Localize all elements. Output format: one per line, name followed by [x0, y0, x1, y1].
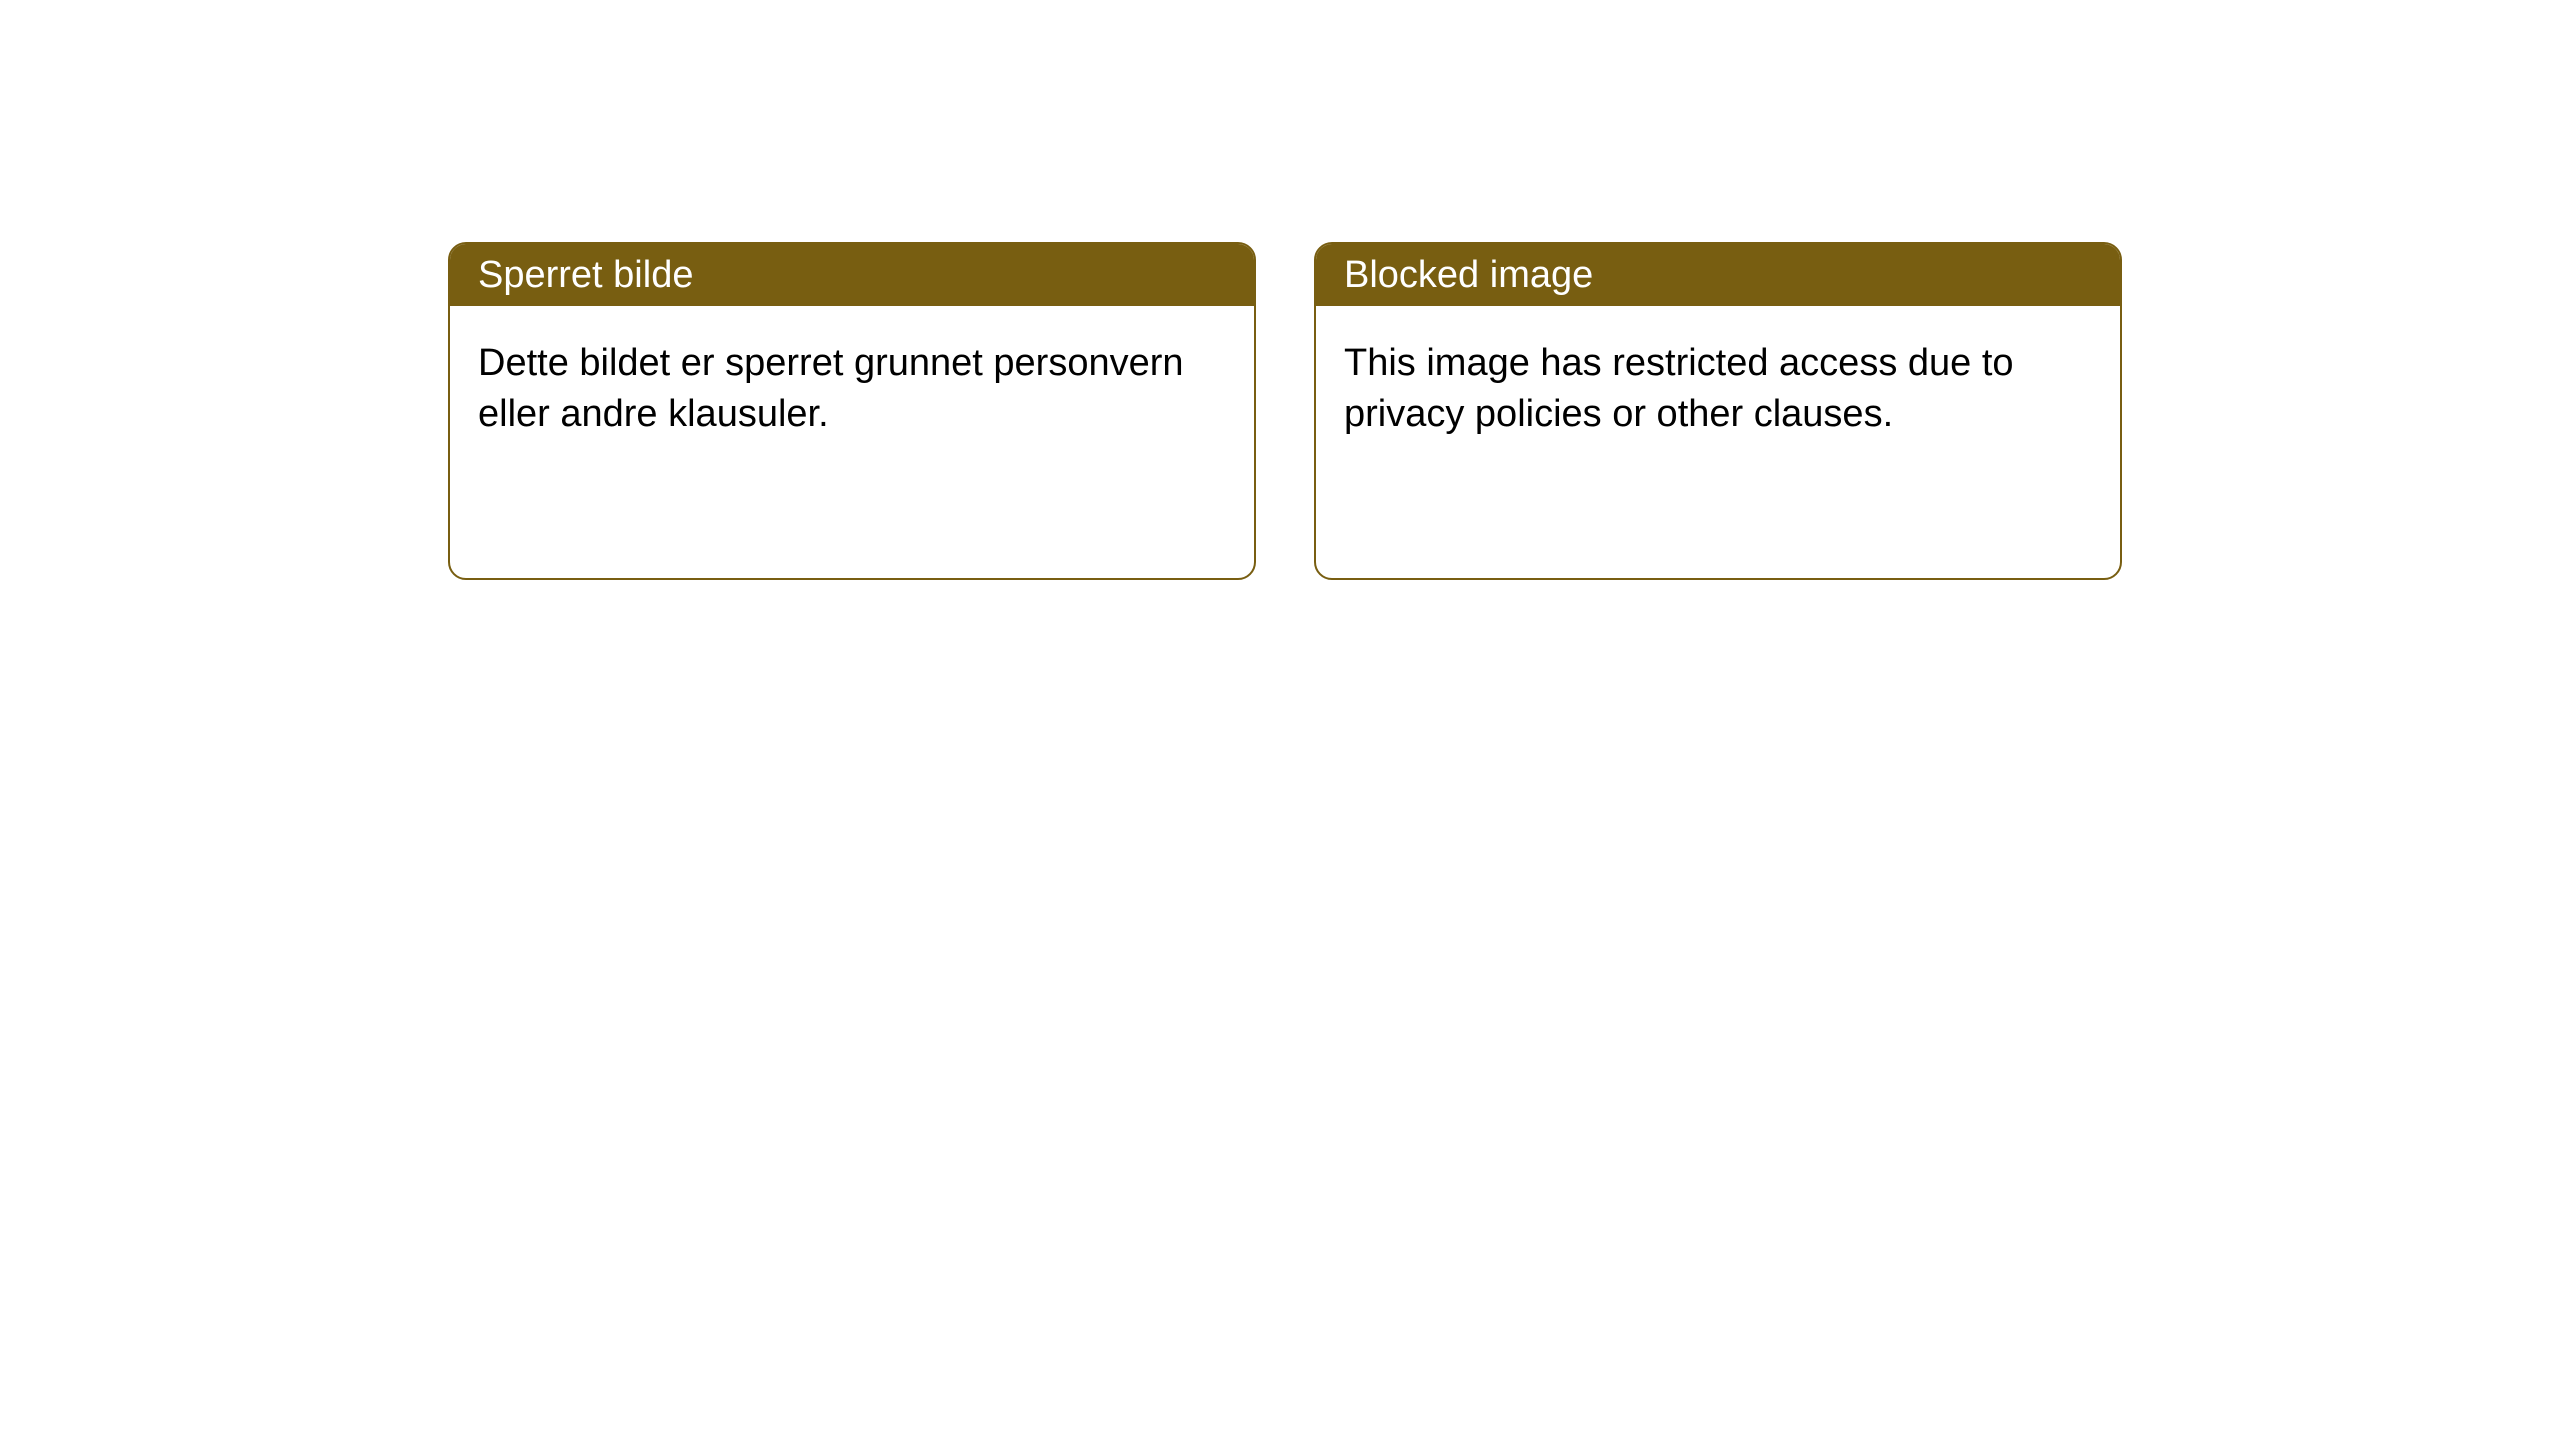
notice-header-text: Blocked image [1344, 254, 1593, 297]
notice-body: Dette bildet er sperret grunnet personve… [450, 306, 1254, 473]
notice-body: This image has restricted access due to … [1316, 306, 2120, 473]
notice-header: Sperret bilde [450, 244, 1254, 306]
notice-card-norwegian: Sperret bilde Dette bildet er sperret gr… [448, 242, 1256, 580]
notice-container: Sperret bilde Dette bildet er sperret gr… [0, 0, 2560, 580]
notice-card-english: Blocked image This image has restricted … [1314, 242, 2122, 580]
notice-header: Blocked image [1316, 244, 2120, 306]
notice-body-text: Dette bildet er sperret grunnet personve… [478, 342, 1184, 435]
notice-header-text: Sperret bilde [478, 254, 693, 297]
notice-body-text: This image has restricted access due to … [1344, 342, 2014, 435]
